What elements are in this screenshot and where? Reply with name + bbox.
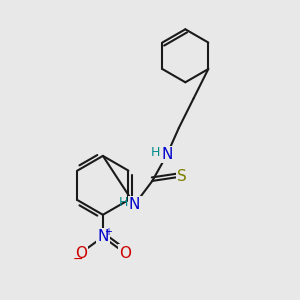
Text: −: −	[73, 252, 84, 266]
Text: S: S	[177, 169, 187, 184]
Text: +: +	[104, 226, 112, 237]
Text: O: O	[119, 246, 131, 261]
Text: O: O	[75, 246, 87, 261]
Text: H: H	[119, 196, 128, 209]
Text: N: N	[161, 147, 173, 162]
Text: N: N	[97, 230, 109, 244]
Text: H: H	[151, 146, 160, 159]
Text: N: N	[129, 197, 140, 212]
